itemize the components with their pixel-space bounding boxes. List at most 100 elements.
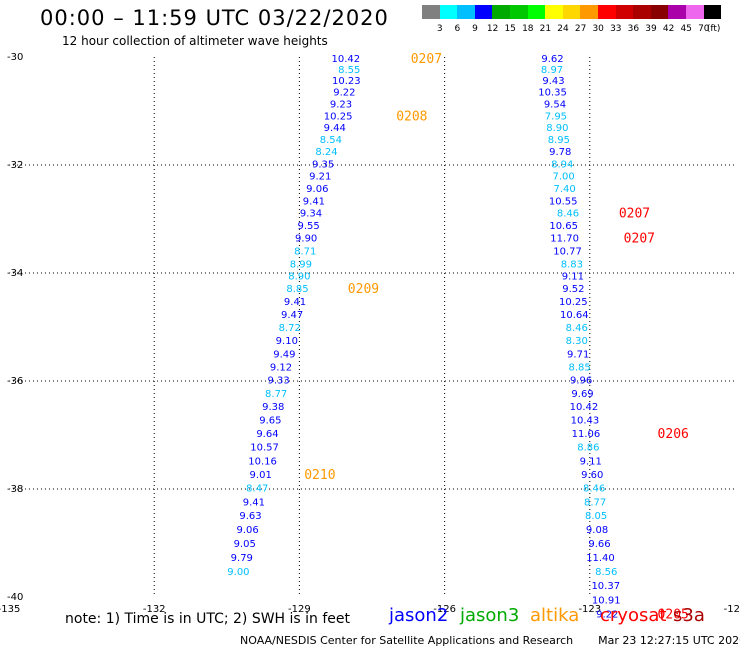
wave-height-label: 9.01	[250, 470, 272, 481]
wave-height-label: 9.06	[236, 525, 258, 536]
wave-height-label: 8.71	[294, 246, 316, 257]
y-tick-label: -32	[7, 160, 23, 171]
wave-height-label: 8.56	[595, 567, 617, 578]
scale-label: 39	[645, 24, 657, 34]
wave-height-label: 8.99	[290, 259, 312, 270]
wave-height-label: 8.55	[338, 65, 360, 76]
scale-label: 18	[522, 24, 534, 34]
wave-height-label: 9.65	[259, 415, 281, 426]
wave-height-label: 10.35	[538, 88, 567, 99]
wave-height-label: 10.64	[560, 310, 589, 321]
scale-swatch	[457, 5, 475, 19]
wave-height-label: 9.79	[231, 553, 253, 564]
wave-height-label: 10.16	[248, 456, 277, 467]
satellite-label-s3a: s3a	[673, 605, 705, 626]
wave-height-label: 9.00	[227, 567, 249, 578]
satellite-label-altika: altika	[530, 605, 580, 626]
x-tick-label: -120	[724, 604, 740, 615]
wave-height-label: 9.08	[586, 525, 608, 536]
wave-height-label: 11.40	[586, 553, 615, 564]
wave-height-label: 8.46	[557, 209, 579, 220]
wave-height-label: 10.25	[324, 111, 353, 122]
wave-height-label: 10.42	[332, 54, 361, 65]
wave-height-label: 9.71	[567, 349, 589, 360]
x-tick-label: -126	[433, 604, 456, 615]
pass-time-label: 0207	[619, 207, 650, 222]
scale-swatch	[422, 5, 440, 19]
wave-height-label: 9.44	[324, 123, 346, 134]
wave-height-label: 8.83	[561, 259, 583, 270]
wave-height-label: 9.66	[588, 539, 610, 550]
scale-swatch	[562, 5, 581, 19]
footer-timestamp: Mar 23 12:27:15 UTC 2020	[598, 634, 740, 647]
wave-height-label: 9.11	[562, 272, 584, 283]
satellite-label-jason3: jason3	[460, 605, 520, 626]
wave-height-label: 8.05	[585, 511, 607, 522]
pass-time-label: 0209	[348, 282, 379, 297]
wave-height-label: 9.10	[276, 336, 298, 347]
wave-height-label: 9.54	[544, 99, 566, 110]
wave-height-label: 9.43	[542, 76, 564, 87]
wave-height-label: 9.06	[306, 184, 328, 195]
y-tick-label: -34	[7, 268, 23, 279]
footer-text: NOAA/NESDIS Center for Satellite Applica…	[240, 635, 740, 646]
scale-label: 12	[486, 24, 499, 34]
wave-height-label: 8.47	[246, 483, 268, 494]
pass-time-label: 0206	[658, 427, 689, 442]
footer-credit: NOAA/NESDIS Center for Satellite Applica…	[240, 634, 574, 647]
wave-height-label: 10.25	[559, 297, 588, 308]
scale-swatch	[686, 5, 704, 19]
wave-height-label: 8.72	[279, 323, 301, 334]
scale-label: 15	[504, 24, 516, 34]
wave-height-label: 9.38	[262, 402, 284, 413]
wave-height-label: 9.47	[281, 310, 303, 321]
wave-height-label: 9.41	[284, 297, 306, 308]
wave-height-label: 8.86	[577, 442, 599, 453]
wave-height-label: 9.49	[273, 349, 295, 360]
wave-height-label: 9.41	[303, 197, 325, 208]
x-tick-label: -123	[578, 604, 601, 615]
wave-height-label: 9.34	[300, 209, 322, 220]
wave-height-label: 8.85	[286, 284, 308, 295]
wave-height-label: 9.22	[596, 610, 618, 621]
scale-label: (ft)	[706, 24, 721, 34]
scale-label: 24	[557, 24, 569, 34]
wave-height-label: 8.90	[546, 123, 568, 134]
scale-label: 3	[436, 24, 443, 34]
pass-time-label: 0207	[624, 231, 655, 246]
wave-height-label: 9.96	[570, 375, 592, 386]
satellite-label-jason2: jason2	[389, 605, 449, 626]
wave-height-label: 9.05	[234, 539, 256, 550]
scale-label: 9	[472, 24, 478, 34]
wave-height-label: 8.30	[566, 336, 588, 347]
wave-height-label: 8.24	[315, 147, 337, 158]
wave-height-label: 9.60	[581, 470, 603, 481]
scale-swatch	[598, 5, 616, 19]
wave-height-label: 9.52	[562, 284, 584, 295]
wave-height-label: 11.06	[572, 429, 601, 440]
wave-height-label: 8.77	[265, 389, 287, 400]
wave-height-label: 9.64	[256, 429, 278, 440]
scale-label: 21	[539, 24, 552, 34]
scale-label: 45	[680, 24, 692, 34]
scale-swatch	[545, 5, 563, 19]
pass-time-label: 0207	[411, 52, 442, 67]
wave-height-label: 10.43	[571, 415, 600, 426]
scale-label: 33	[610, 24, 622, 34]
wave-height-label: 9.78	[549, 147, 571, 158]
wave-height-label: 9.69	[571, 389, 593, 400]
x-tick-label: -129	[288, 604, 311, 615]
scale-swatch	[580, 5, 598, 19]
wave-height-label: 8.90	[288, 272, 310, 283]
wave-height-label: 9.12	[270, 362, 292, 373]
pass-time-label: 0208	[396, 109, 427, 124]
y-tick-label: -30	[7, 52, 23, 63]
scale-swatch	[615, 5, 634, 19]
scale-label: 42	[662, 24, 675, 34]
wave-height-label: 8.95	[548, 135, 570, 146]
wave-height-label: 10.57	[250, 442, 279, 453]
wave-height-label: 7.95	[545, 111, 567, 122]
scale-label: 27	[574, 24, 587, 34]
